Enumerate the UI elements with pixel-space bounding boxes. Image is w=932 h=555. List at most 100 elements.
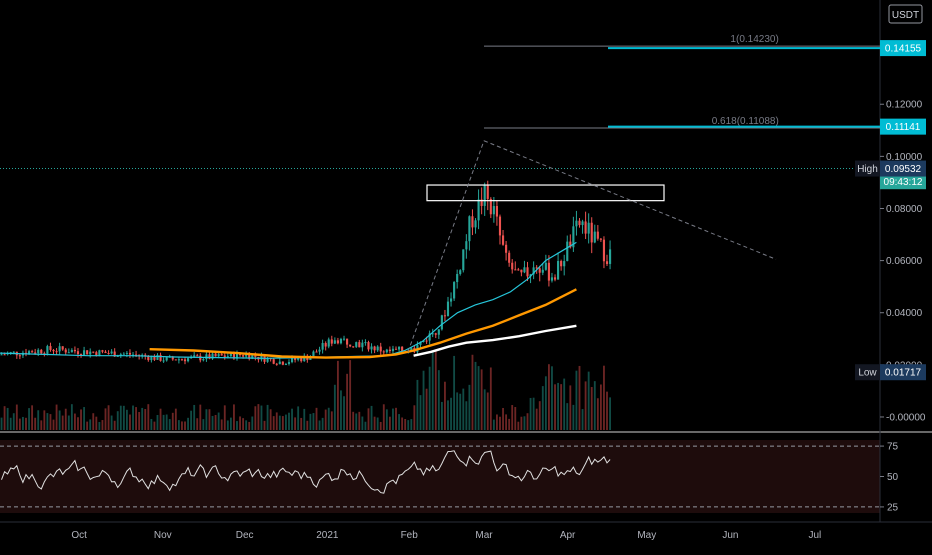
candle-body [590,222,593,243]
volume-bar [606,391,608,430]
candle-body [370,346,373,350]
volume-bar [220,419,223,430]
price-tick-label: 0.04000 [886,308,923,319]
low-name-box [855,364,880,381]
volume-bar [416,379,419,430]
volume-bar [385,409,388,430]
price-tick-label: 0.08000 [886,204,923,215]
candle-body [83,350,86,356]
time-tick-label: Oct [71,530,87,541]
price-label-box[interactable] [880,40,926,57]
volume-bar [168,419,171,430]
candle-body [67,352,70,354]
volume-bar [272,416,275,430]
candle-body [49,346,52,350]
candle-body [193,355,196,357]
volume-bar [64,408,67,430]
candle-body [260,355,263,360]
candle-body [560,261,563,267]
candle-body [272,359,275,364]
volume-bar [303,408,306,430]
volume-bar [55,404,58,430]
volume-bar [239,416,241,430]
volume-bar [584,381,587,430]
price-axis[interactable]: 0.120000.100000.080000.060000.040000.020… [855,40,926,513]
candle-body [385,349,388,353]
candle-body [171,356,174,360]
volume-bar [572,404,575,430]
volume-bar [34,417,37,430]
volume-bar [450,397,452,430]
candle-body [557,261,560,280]
candle-body [245,353,248,357]
volume-bar [171,412,174,430]
volume-bar [333,384,336,430]
trend-line[interactable] [483,140,777,260]
volume-bar [321,417,324,430]
volume-bar [477,366,480,430]
resistance-box[interactable] [426,184,665,202]
candle-body [419,341,422,345]
volume-bar [306,420,309,430]
candle-body [122,353,125,355]
candle-body [336,340,339,344]
time-tick-label: Dec [236,530,254,541]
volume-bar [343,396,345,430]
candle-body [9,352,12,354]
volume-bar [3,406,6,430]
volume-bar [434,350,437,430]
candle-body [596,231,599,239]
candle-body [572,226,575,248]
candle-body [3,354,6,356]
candle-body [508,252,511,263]
volume-bar [242,418,245,430]
candle-body [532,267,535,275]
volume-bar [288,412,290,430]
countdown-label: 09:43:12 [884,177,923,188]
candle-body [584,221,587,234]
volume-bar [499,416,501,430]
high-value-box [880,160,926,177]
candle-body [465,241,468,250]
candle-body [373,346,376,351]
time-tick-label: May [637,530,656,541]
time-axis[interactable]: Oct Nov Dec 2021 Feb Mar Apr May Jun Jul [71,530,821,541]
currency-badge[interactable] [888,4,923,24]
volume-bar [25,417,27,430]
candle-body [254,354,257,357]
volume-bar [285,414,287,430]
volume-bar [196,418,199,430]
price-tick-label: -0.00000 [886,412,926,423]
candle-body [211,353,214,359]
candle-body [104,351,107,354]
volume-bar [294,417,297,430]
volume-bar [404,418,407,430]
candle-body [358,342,361,348]
volume-bar [340,390,342,430]
volume-bar [410,419,413,430]
candle-body [89,351,92,355]
candle-body [278,361,281,365]
trend-line[interactable] [407,140,485,352]
volume-bar [257,404,260,430]
time-tick-label: Jul [808,530,821,541]
candle-body [492,206,495,215]
volume-bar [110,415,113,430]
candle-body [55,351,58,353]
price-label-box[interactable] [880,118,926,135]
candle-body [12,351,15,353]
candle-body [76,351,80,355]
volume-bar [398,414,400,430]
drawings[interactable]: 1(0.14230) 0.618(0.11088) [0,34,880,352]
high-name-box [855,160,880,177]
volume-bar [508,418,511,430]
volume-bar [266,404,269,430]
volume-bar [248,421,251,430]
volume-bar [462,388,465,430]
volume-bar [505,414,508,430]
volume-bar [541,386,544,430]
candle-body [79,354,83,356]
volume-bar [107,405,110,430]
